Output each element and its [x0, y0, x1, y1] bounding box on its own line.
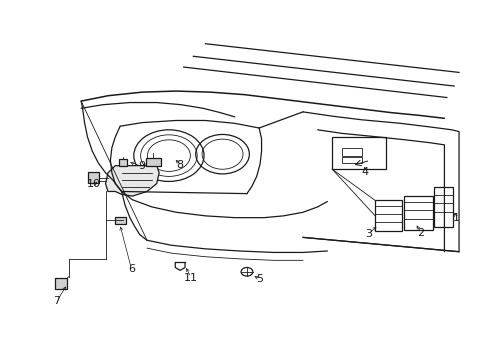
- Text: 4: 4: [361, 167, 368, 177]
- Bar: [433, 187, 452, 226]
- Bar: [88, 172, 99, 183]
- Bar: [404, 196, 432, 230]
- Bar: [119, 159, 127, 166]
- Text: 10: 10: [87, 179, 101, 189]
- Text: 2: 2: [417, 228, 424, 238]
- Text: 11: 11: [183, 273, 198, 283]
- Text: 1: 1: [452, 213, 459, 222]
- Bar: [341, 148, 361, 156]
- Text: 9: 9: [138, 161, 145, 171]
- Bar: [146, 158, 160, 166]
- Bar: [115, 217, 125, 224]
- Text: 5: 5: [256, 274, 263, 284]
- Bar: [55, 278, 67, 289]
- Text: 3: 3: [365, 229, 371, 239]
- Text: 8: 8: [176, 159, 183, 170]
- Text: 7: 7: [53, 296, 60, 306]
- Text: 6: 6: [128, 264, 135, 274]
- Bar: [374, 201, 401, 231]
- Bar: [341, 157, 361, 163]
- FancyBboxPatch shape: [331, 137, 385, 169]
- Polygon shape: [105, 166, 159, 196]
